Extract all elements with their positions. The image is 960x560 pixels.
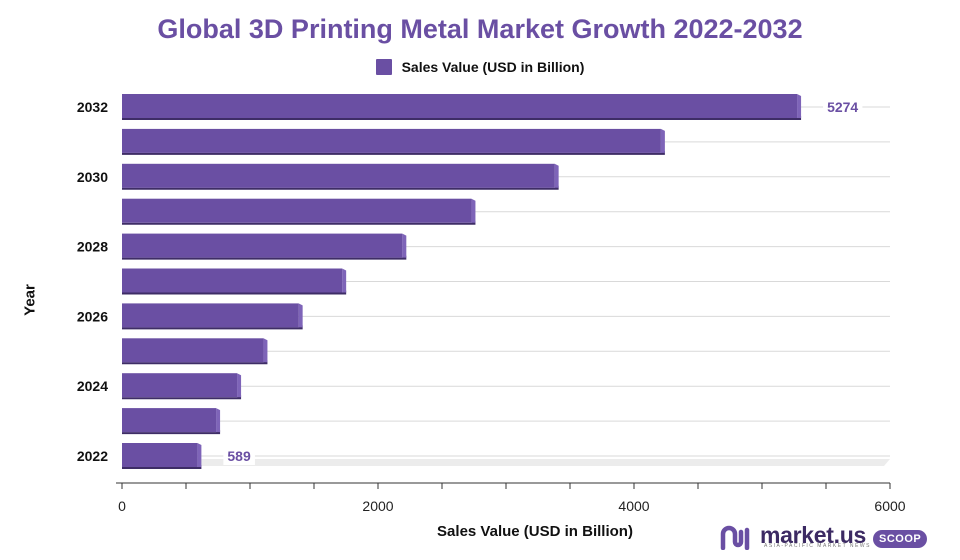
bar xyxy=(122,268,343,293)
x-tick-label: 6000 xyxy=(874,498,905,514)
bar xyxy=(122,233,403,258)
brand-name: market.us xyxy=(760,522,866,548)
bar-side xyxy=(298,303,303,328)
legend-label: Sales Value (USD in Billion) xyxy=(401,59,585,75)
bar xyxy=(122,303,299,328)
bar xyxy=(122,338,264,363)
x-axis-label: Sales Value (USD in Billion) xyxy=(437,523,633,540)
legend-swatch xyxy=(375,59,392,75)
x-tick-label: 2000 xyxy=(362,498,393,514)
bar-side xyxy=(263,338,268,363)
bar xyxy=(122,94,798,118)
bar-side xyxy=(402,233,407,258)
data-label: 589 xyxy=(227,448,251,464)
bar xyxy=(122,443,198,467)
y-tick-label: 2024 xyxy=(77,378,108,394)
bar-side xyxy=(342,268,347,293)
floor-band xyxy=(122,459,890,466)
brand-badge: SCOOP xyxy=(873,530,928,548)
bar xyxy=(122,198,472,223)
bar xyxy=(122,373,238,398)
x-tick-label: 0 xyxy=(118,498,126,514)
bar xyxy=(122,128,661,153)
legend: Sales Value (USD in Billion) xyxy=(0,59,960,75)
bar xyxy=(122,163,555,188)
brand-subtitle: ASIA-PACIFIC MARKET NEWS xyxy=(764,543,871,549)
bar-side xyxy=(216,408,221,433)
x-tick-label: 4000 xyxy=(618,498,649,514)
data-label-background xyxy=(823,98,863,116)
y-tick-label: 2022 xyxy=(77,448,108,464)
y-tick-label: 2028 xyxy=(77,239,108,255)
bar xyxy=(122,408,217,433)
data-label: 5274 xyxy=(827,99,858,115)
bar-side xyxy=(554,163,559,188)
y-tick-label: 2032 xyxy=(77,99,108,115)
chart-title: Global 3D Printing Metal Market Growth 2… xyxy=(157,14,803,44)
bar-side xyxy=(197,443,202,467)
y-tick-label: 2030 xyxy=(77,169,108,185)
data-label-background xyxy=(223,447,255,465)
y-tick-label: 2026 xyxy=(77,308,108,324)
bar-side xyxy=(797,94,802,118)
bar-side xyxy=(471,198,476,223)
bar-side xyxy=(660,128,665,153)
bar-side xyxy=(237,373,242,398)
market-us-logo-icon xyxy=(720,525,750,550)
